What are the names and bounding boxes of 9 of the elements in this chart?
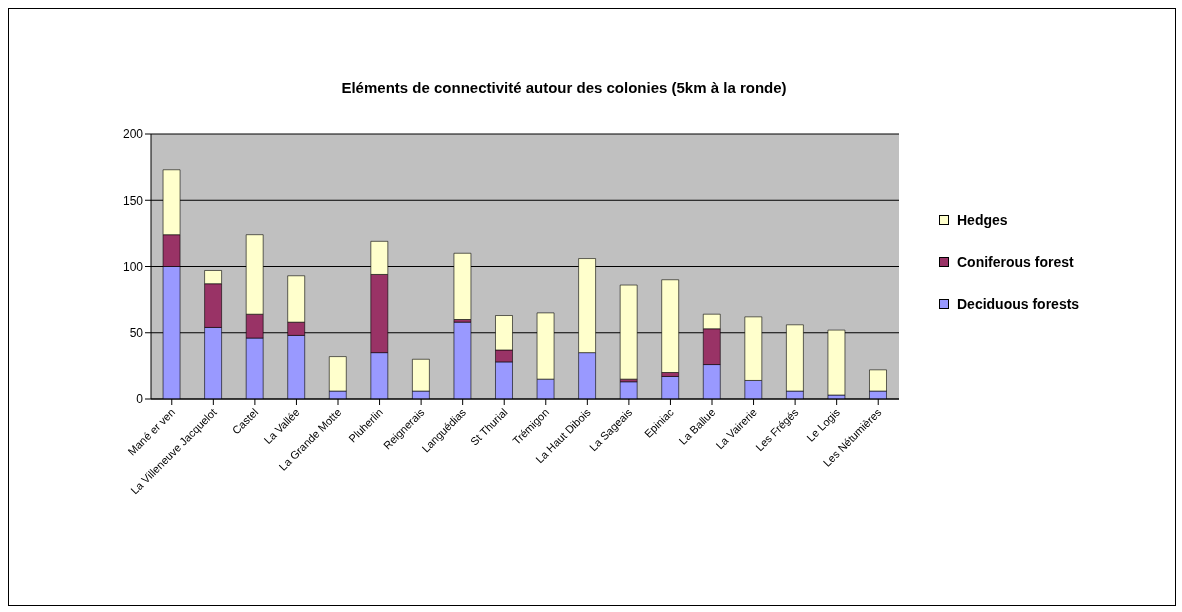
y-tick-label: 200 — [122, 127, 144, 142]
y-tick-label: 150 — [122, 193, 144, 208]
legend-label: Deciduous forests — [957, 296, 1080, 312]
y-tick-label: 0 — [136, 392, 144, 407]
legend-label: Hedges — [957, 212, 1008, 228]
legend-label: Coniferous forest — [957, 254, 1074, 270]
y-tick-label: 100 — [122, 259, 144, 274]
y-tick-label: 50 — [129, 326, 144, 341]
chart-title: Eléments de connectivité autour des colonies (5km à la ronde) — [340, 79, 788, 96]
